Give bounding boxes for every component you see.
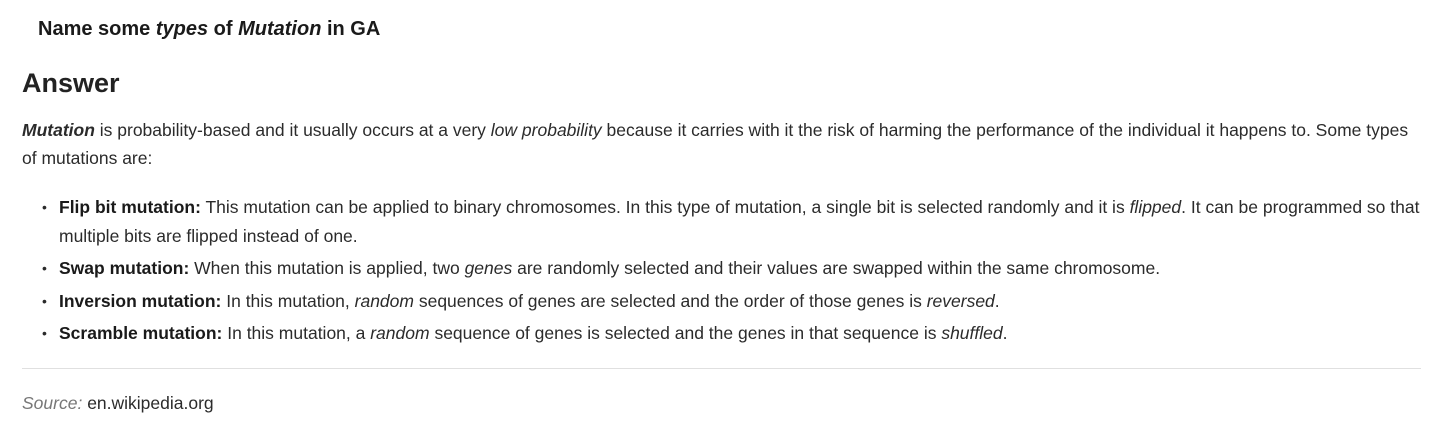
list-item: • Inversion mutation: In this mutation, r… [22,287,1422,316]
source-link[interactable]: en.wikipedia.org [87,393,214,413]
list-item-text: sequences of genes are selected and the … [413,290,927,311]
list-item-emphasis: flipped [1129,197,1182,217]
list-item-text: . [1002,323,1008,343]
list-item-text: In this mutation, a [222,323,371,343]
list-item-term: Swap mutation: [59,258,190,278]
list-item-term: Flip bit mutation: [59,197,201,217]
list-item: • Scramble mutation: In this mutation, a … [22,319,1422,348]
intro-text-1: is probability-based and it usually occu… [94,120,491,140]
divider [22,368,1421,369]
question-text-1: Name some [38,18,156,40]
answer-heading-text: Answer [22,68,120,98]
question-title: Name some types of Mutation in GA [38,18,380,41]
bullet-icon: • [42,260,47,276]
list-item-emphasis: genes [464,258,513,278]
list-item: • Flip bit mutation: This mutation can be… [22,193,1422,250]
intro-paragraph: Mutation is probability-based and it usu… [22,116,1422,172]
list-item-emphasis: random [370,323,430,343]
list-item-text: sequence of genes is selected and the ge… [429,323,942,343]
list-item: • Swap mutation: When this mutation is ap… [22,254,1422,283]
answer-heading: Answer [22,66,120,100]
question-text-3: in GA [321,18,381,40]
list-item-term: Inversion mutation: [59,290,222,311]
bullet-icon: • [42,325,47,341]
source-label: Source: [22,393,83,413]
list-item-text: are randomly selected and their values a… [512,258,1161,278]
list-item-text: When this mutation is applied, two [189,258,465,278]
intro-text-2: because it carries with it the risk of h… [22,120,1409,168]
intro-term: Mutation [22,120,95,140]
list-item-emphasis: random [354,290,414,311]
list-item-term: Scramble mutation: [59,323,223,343]
list-item-text: This mutation can be applied to binary c… [200,197,1130,217]
bullet-icon: • [42,199,47,215]
mutation-types-list: • Flip bit mutation: This mutation can be… [22,193,1422,352]
list-item-emphasis: shuffled [941,323,1003,343]
list-item-text: In this mutation, [221,290,355,311]
bullet-icon: • [42,292,47,309]
question-text-mutation: Mutation [238,18,322,40]
intro-emphasis: low probability [490,120,602,140]
list-item-text: . [994,290,1000,311]
question-text-types: types [155,18,209,40]
source-line: Source: en.wikipedia.org [22,393,214,414]
question-text-2: of [208,18,239,40]
list-item-text: . It can be programmed so that multiple … [59,197,1420,246]
list-item-emphasis: reversed [926,290,995,311]
